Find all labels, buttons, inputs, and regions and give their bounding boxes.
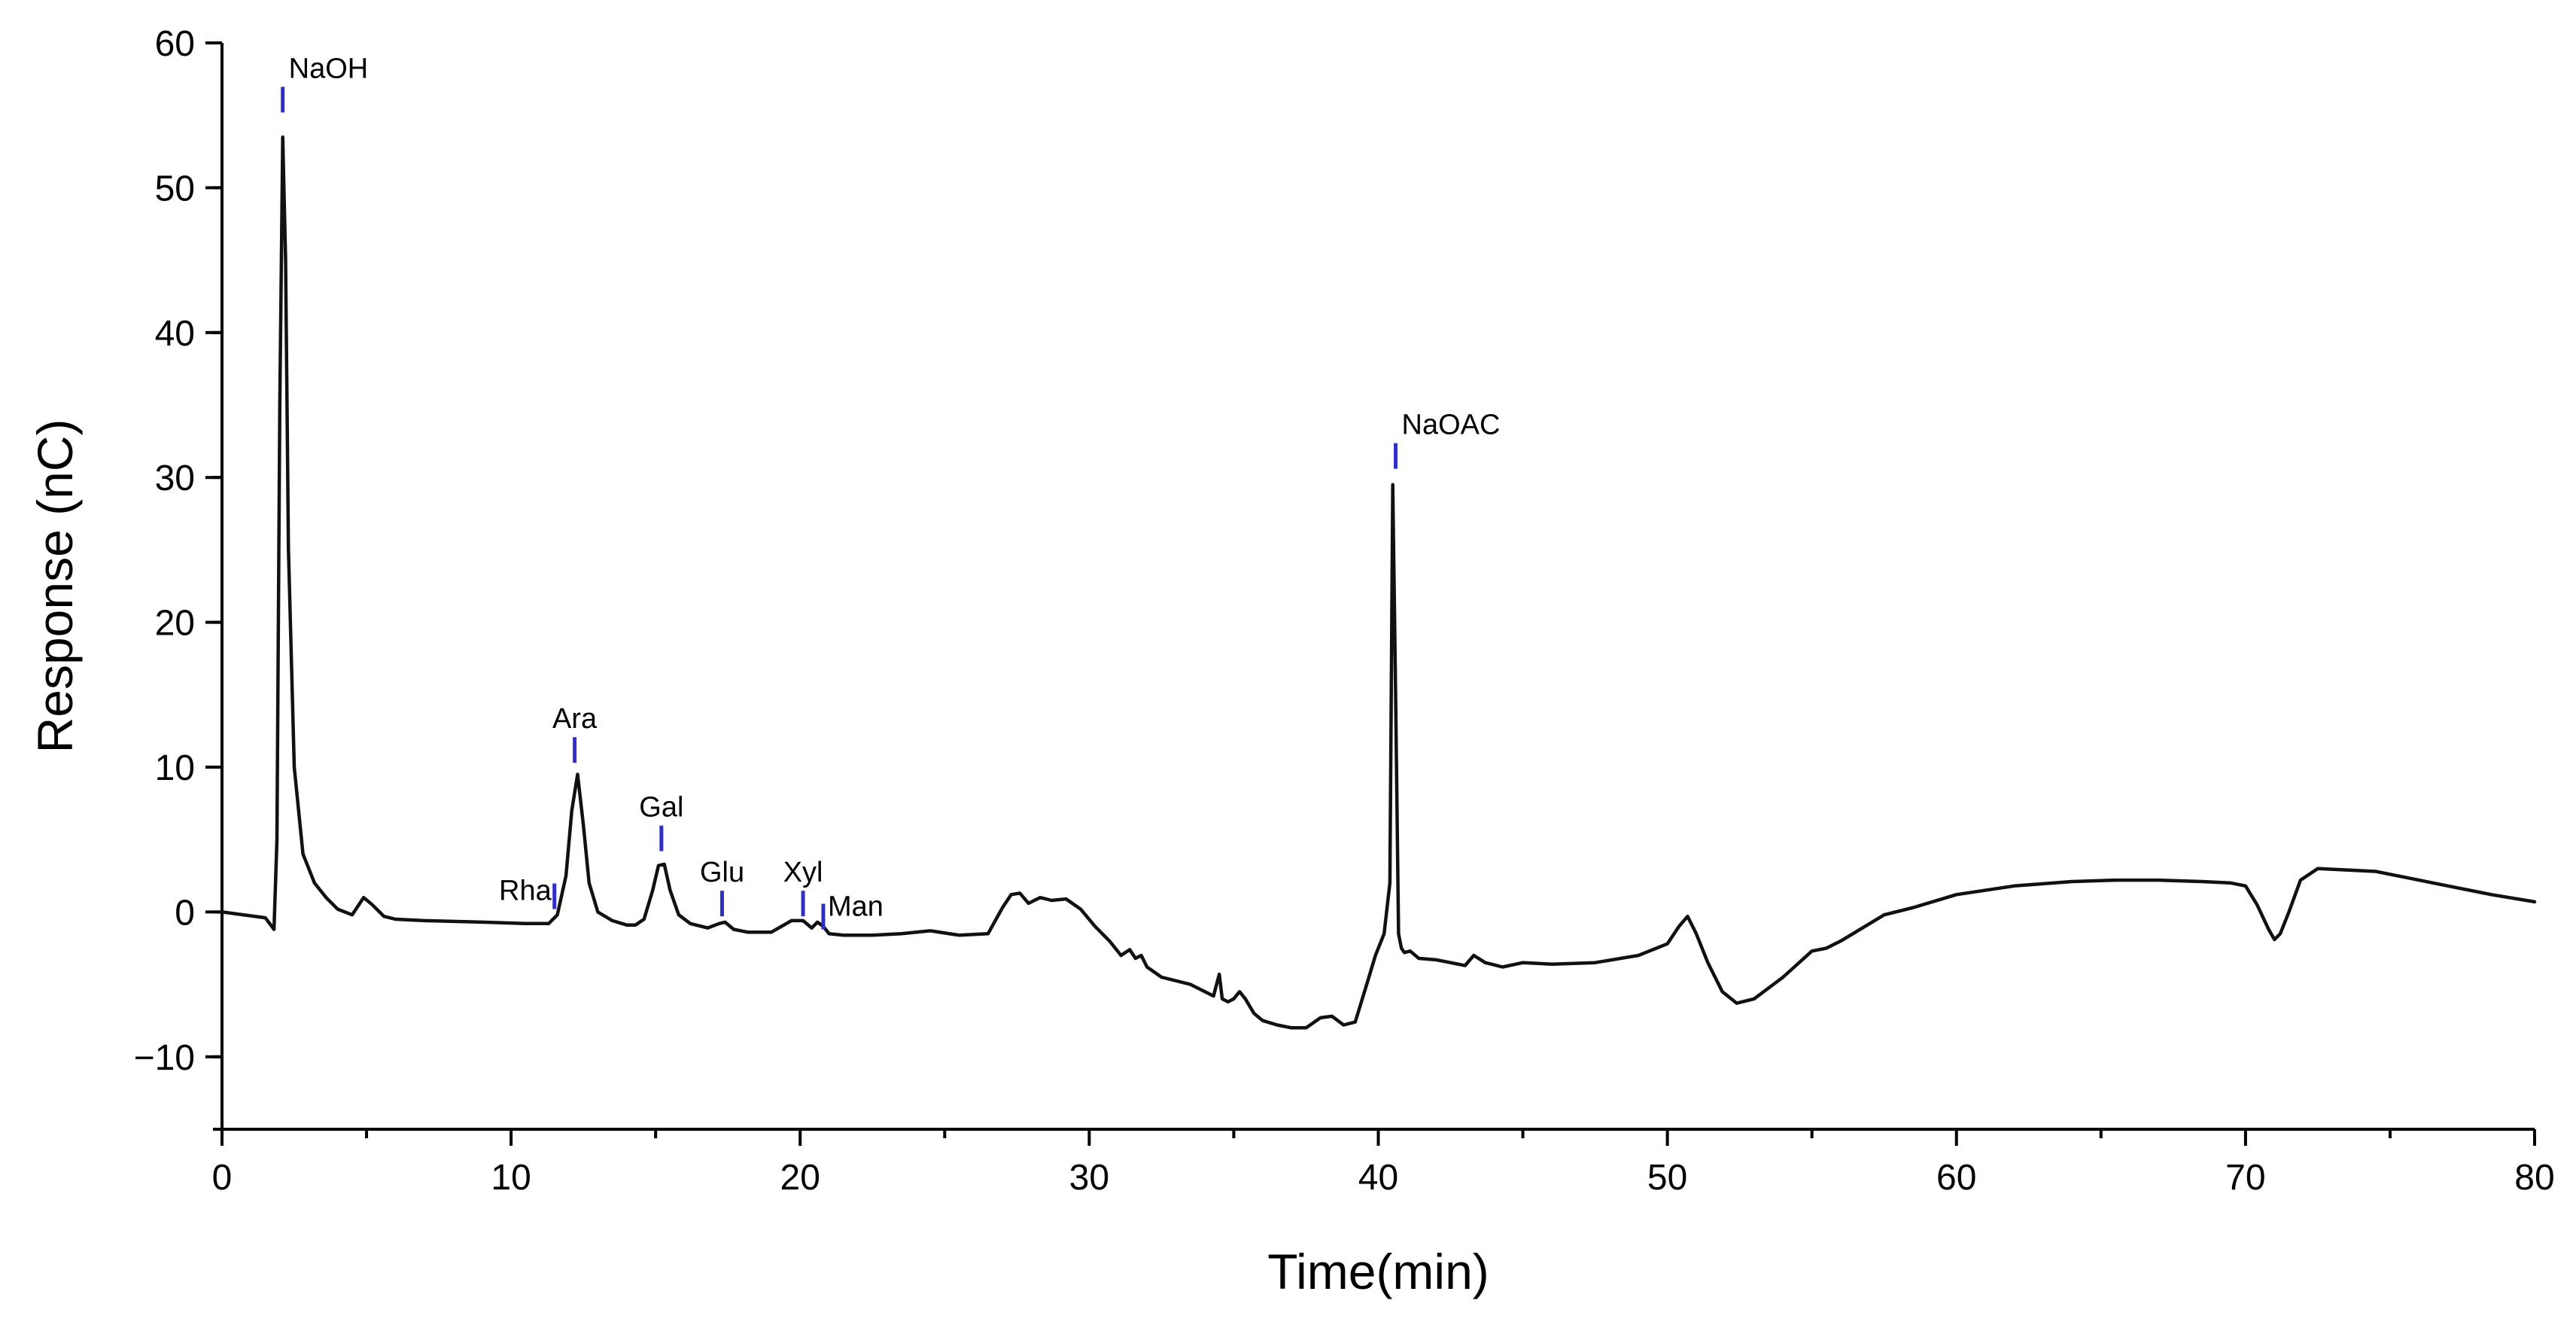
y-tick-label: 30 — [155, 458, 195, 498]
peak-label: NaOAC — [1402, 410, 1501, 441]
peak-label: NaOH — [289, 53, 369, 84]
x-axis-title: Time(min) — [1267, 1244, 1489, 1299]
chromatogram-trace — [220, 135, 2537, 1030]
y-axis-title: Response (nC) — [27, 419, 83, 754]
y-tick-label: 20 — [155, 604, 195, 644]
y-tick-label: 40 — [155, 314, 195, 354]
x-tick-label: 50 — [1647, 1158, 1687, 1198]
x-tick-label: 10 — [491, 1158, 531, 1198]
peak-label: Gal — [639, 792, 683, 824]
x-tick-label: 80 — [2514, 1158, 2554, 1198]
x-tick-label: 20 — [780, 1158, 820, 1198]
x-tick-label: 70 — [2225, 1158, 2265, 1198]
x-tick-label: 30 — [1069, 1158, 1109, 1198]
y-tick-label: 50 — [155, 169, 195, 209]
peak-label: Glu — [700, 857, 744, 888]
peak-label: Man — [828, 891, 884, 922]
y-tick-label: −10 — [134, 1038, 195, 1078]
peak-label: Ara — [552, 703, 598, 735]
x-tick-label: 40 — [1358, 1158, 1398, 1198]
ticks: 0 10 20 30 40 50 60 70 80 −10 0 10 20 30 40 50 60 — [134, 24, 2555, 1198]
trace-layer — [220, 135, 2537, 1030]
peak-label: Rha — [499, 876, 552, 907]
y-tick-label: 60 — [155, 24, 195, 64]
y-tick-label: 0 — [175, 893, 195, 933]
x-tick-label: 0 — [212, 1158, 233, 1198]
y-tick-label: 10 — [155, 748, 195, 788]
x-tick-label: 60 — [1936, 1158, 1976, 1198]
axes — [220, 43, 2535, 1131]
peak-label: Xyl — [783, 857, 823, 888]
